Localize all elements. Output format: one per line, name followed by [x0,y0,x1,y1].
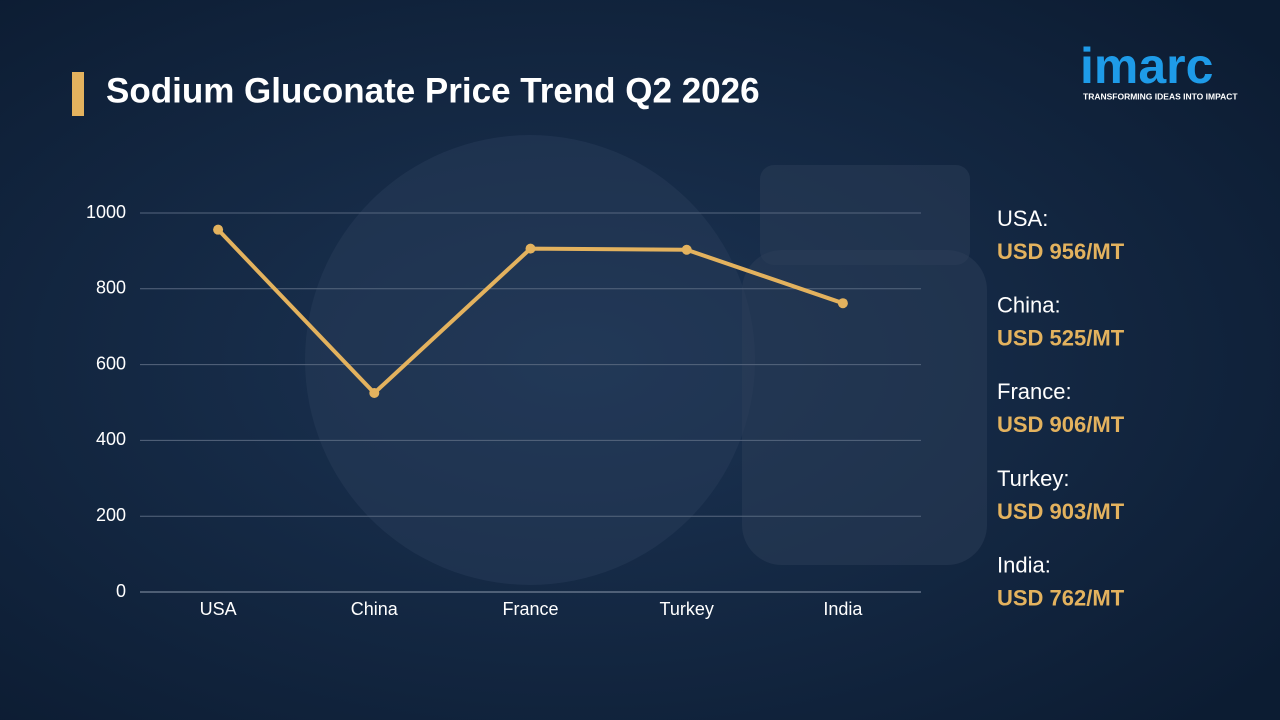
value-label: USD 525/MT [997,326,1125,351]
y-tick-label: 1000 [86,202,126,222]
value-label: USD 903/MT [997,499,1125,524]
side-label: Turkey: [997,466,1070,491]
value-label: USD 762/MT [997,586,1125,611]
y-tick-label: 200 [96,505,126,525]
point [525,243,536,254]
x-tick-label: China [351,599,399,619]
bottle-cap-decoration [760,165,970,265]
bottle-decoration [742,250,987,565]
side-label: China: [997,293,1061,318]
title-accent [72,72,84,116]
y-tick-label: 0 [116,581,126,601]
side-label: India: [997,553,1051,578]
point [213,224,224,235]
point [681,244,692,255]
side-label: USA: [997,206,1048,231]
x-tick-label: USA [200,599,237,619]
x-tick-label: France [502,599,558,619]
y-tick-label: 400 [96,429,126,449]
point [369,388,380,399]
chart-title: Sodium Gluconate Price Trend Q2 2026 [106,71,760,110]
point [837,298,848,309]
x-tick-label: Turkey [660,599,714,619]
logo-name: imarc [1080,38,1213,94]
side-label: France: [997,379,1072,404]
y-tick-label: 800 [96,278,126,298]
logo-tagline: TRANSFORMING IDEAS INTO IMPACT [1083,91,1238,101]
x-tick-label: India [823,599,863,619]
y-tick-label: 600 [96,353,126,373]
value-label: USD 956/MT [997,239,1125,264]
dish-decoration [305,135,755,585]
value-label: USD 906/MT [997,412,1125,437]
